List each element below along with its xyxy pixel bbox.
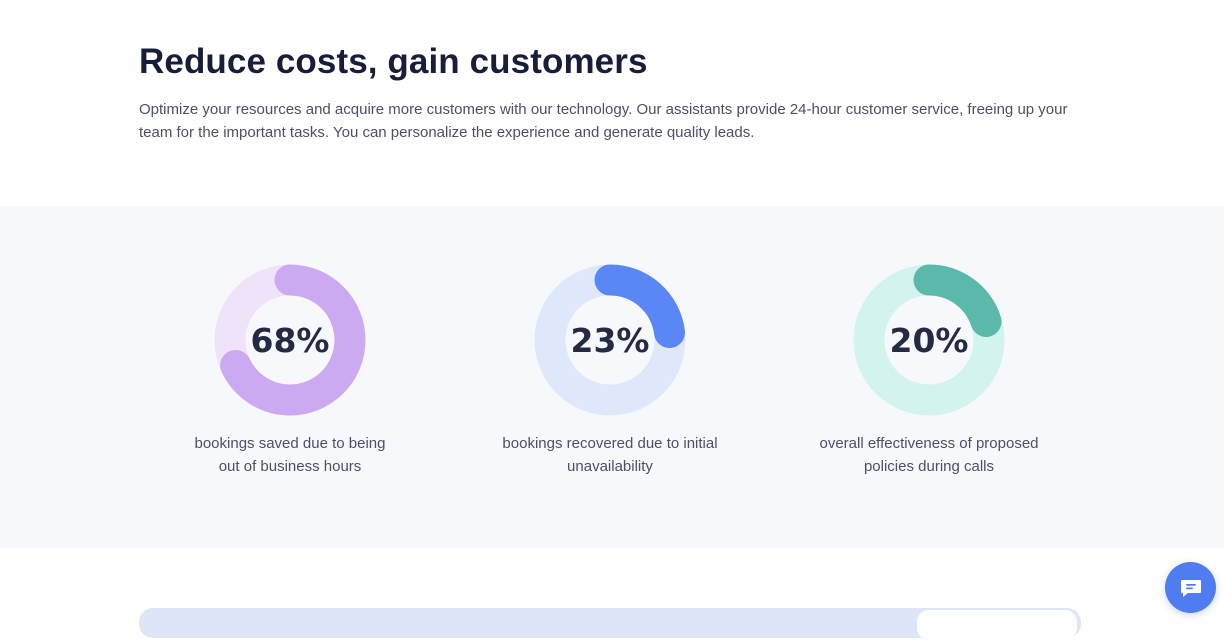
donut-chart: 23% bbox=[534, 264, 686, 416]
stat-value: 23% bbox=[571, 321, 650, 360]
stat-caption-line: overall effectiveness of proposed bbox=[819, 435, 1039, 452]
section-title: Reduce costs, gain customers bbox=[139, 42, 648, 81]
stat-value: 68% bbox=[251, 321, 330, 360]
stat-caption: bookings recovered due to initial unavai… bbox=[480, 432, 740, 478]
stat-caption: bookings saved due to being out of busin… bbox=[160, 432, 420, 478]
next-section-card-inner bbox=[917, 610, 1077, 640]
next-section-card bbox=[139, 608, 1081, 640]
section-description: Optimize your resources and acquire more… bbox=[139, 101, 1068, 141]
donut-arc bbox=[534, 264, 686, 416]
stat-caption: overall effectiveness of proposed polici… bbox=[799, 432, 1059, 478]
stat-caption-line: out of business hours bbox=[218, 458, 362, 475]
chat-widget-button[interactable] bbox=[1165, 562, 1216, 613]
stat-caption-line: unavailability bbox=[567, 458, 653, 475]
stat-caption-line: bookings recovered due to initial bbox=[502, 435, 718, 452]
chat-bubble-icon bbox=[1180, 579, 1201, 597]
donut-arc bbox=[214, 264, 366, 416]
donut-arc bbox=[853, 264, 1005, 416]
donut-chart: 20% bbox=[853, 264, 1005, 416]
stat-caption-line: policies during calls bbox=[863, 458, 995, 475]
stat-caption-line: bookings saved due to being bbox=[194, 435, 386, 452]
stats-band: 68% bookings saved due to being out of b… bbox=[0, 206, 1224, 548]
donut-chart: 68% bbox=[214, 264, 366, 416]
stat-value: 20% bbox=[890, 321, 969, 360]
